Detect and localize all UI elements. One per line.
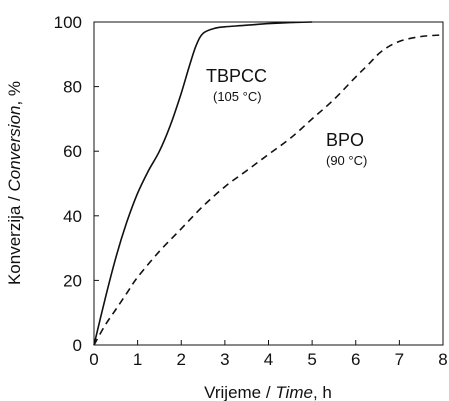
series-layer [93, 21, 444, 346]
y-tick-label: 20 [63, 271, 82, 290]
x-tick-label: 5 [307, 350, 316, 369]
series-label-tbpcc: TBPCC [206, 66, 267, 86]
x-tick-label: 8 [438, 350, 447, 369]
series-labels: TBPCC (105 °C) BPO (90 °C) [206, 66, 367, 168]
series-label-bpo: BPO [326, 130, 364, 150]
x-tick-label: 1 [133, 350, 142, 369]
series-line-bpo [93, 34, 444, 346]
x-tick-label: 6 [351, 350, 360, 369]
y-tick-label: 60 [63, 142, 82, 161]
y-tick-label: 100 [54, 13, 82, 32]
y-tick-label: 0 [73, 336, 82, 355]
series-line-tbpcc [93, 21, 313, 346]
plot-frame [93, 21, 444, 346]
y-tick-label: 80 [63, 78, 82, 97]
series-condition-bpo: (90 °C) [326, 153, 367, 168]
series-condition-tbpcc: (105 °C) [213, 89, 262, 104]
y-tick-label: 40 [63, 207, 82, 226]
x-tick-label: 2 [177, 350, 186, 369]
x-tick-label: 7 [395, 350, 404, 369]
x-tick-label: 4 [264, 350, 273, 369]
y-axis-title: Konverzija / Conversion, % [5, 81, 24, 285]
x-tick-label: 3 [220, 350, 229, 369]
x-tick-label: 0 [89, 350, 98, 369]
plot-area [93, 21, 444, 346]
x-axis-title: Vrijeme / Time, h [204, 383, 332, 401]
